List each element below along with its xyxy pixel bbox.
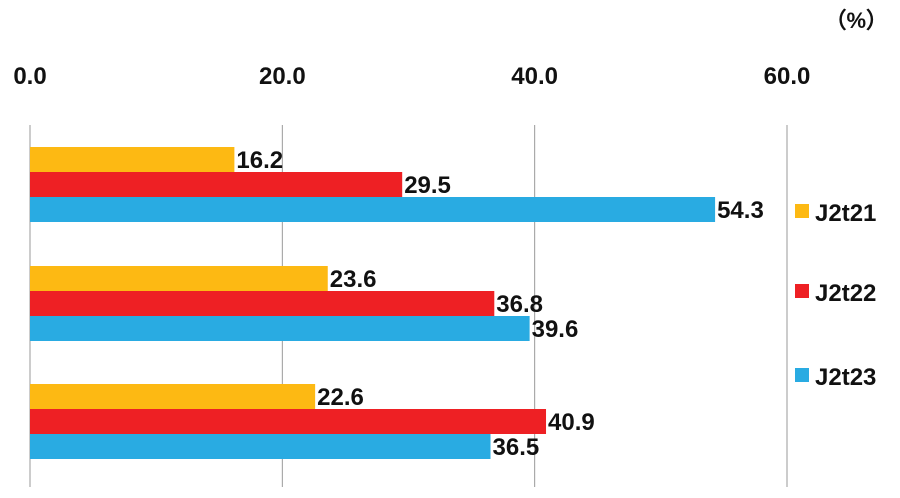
value-label: 22.6	[317, 384, 364, 411]
legend-label: J2t21	[815, 200, 876, 227]
bar-j2t21-1	[30, 147, 234, 172]
bar-j2t22-3	[30, 409, 546, 434]
legend-swatch-j2t21	[795, 204, 809, 218]
bar-j2t22-2	[30, 291, 494, 316]
bar-j2t22-1	[30, 172, 402, 197]
bar-j2t23-3	[30, 434, 491, 459]
legend-swatch-j2t22	[795, 284, 809, 298]
x-tick-label: 0.0	[13, 63, 46, 90]
unit-label: （%）	[824, 8, 888, 33]
value-label: 36.5	[493, 434, 540, 461]
x-tick-label: 60.0	[764, 63, 811, 90]
legend-label: J2t23	[815, 364, 876, 391]
value-label: 54.3	[717, 197, 764, 224]
legend: J2t21 J2t22 J2t23	[795, 200, 876, 391]
bar-j2t23-1	[30, 197, 715, 222]
x-axis-ticks: 0.0 20.0 40.0 60.0	[13, 63, 810, 90]
x-tick-label: 20.0	[259, 63, 306, 90]
bar-chart: 0.0 20.0 40.0 60.0 （%） 16.2 23.6 22.6 29.5 36.8…	[0, 0, 900, 498]
value-label: 40.9	[548, 409, 595, 436]
bars	[30, 147, 715, 459]
bar-j2t23-2	[30, 316, 530, 341]
value-label: 23.6	[330, 266, 377, 293]
legend-label: J2t22	[815, 280, 876, 307]
value-label: 36.8	[496, 291, 543, 318]
value-label: 39.6	[532, 316, 579, 343]
bar-j2t21-2	[30, 266, 328, 291]
legend-swatch-j2t23	[795, 368, 809, 382]
bar-j2t21-3	[30, 384, 315, 409]
value-label: 29.5	[404, 172, 451, 199]
x-tick-label: 40.0	[511, 63, 558, 90]
value-label: 16.2	[236, 147, 283, 174]
